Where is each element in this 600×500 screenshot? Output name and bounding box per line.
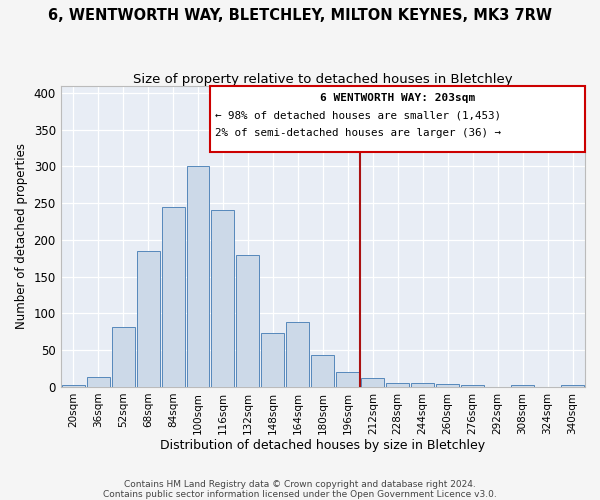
Bar: [112, 326, 134, 387]
Bar: [436, 384, 459, 387]
Text: 6, WENTWORTH WAY, BLETCHLEY, MILTON KEYNES, MK3 7RW: 6, WENTWORTH WAY, BLETCHLEY, MILTON KEYN…: [48, 8, 552, 22]
Bar: [511, 385, 534, 387]
Bar: [86, 378, 110, 387]
Text: Contains HM Land Registry data © Crown copyright and database right 2024.
Contai: Contains HM Land Registry data © Crown c…: [103, 480, 497, 499]
Bar: [236, 254, 259, 387]
Bar: [286, 322, 310, 387]
Bar: [311, 356, 334, 387]
Bar: [411, 384, 434, 387]
Bar: [361, 378, 384, 387]
Bar: [461, 386, 484, 387]
Title: Size of property relative to detached houses in Bletchley: Size of property relative to detached ho…: [133, 72, 512, 86]
X-axis label: Distribution of detached houses by size in Bletchley: Distribution of detached houses by size …: [160, 440, 485, 452]
Bar: [187, 166, 209, 387]
Bar: [161, 207, 185, 387]
Bar: [62, 385, 85, 387]
Bar: [561, 385, 584, 387]
Bar: [262, 334, 284, 387]
Text: ← 98% of detached houses are smaller (1,453): ← 98% of detached houses are smaller (1,…: [215, 110, 502, 120]
Bar: [211, 210, 235, 387]
Bar: [386, 382, 409, 387]
Text: 2% of semi-detached houses are larger (36) →: 2% of semi-detached houses are larger (3…: [215, 128, 502, 138]
Y-axis label: Number of detached properties: Number of detached properties: [15, 143, 28, 329]
Bar: [137, 251, 160, 387]
Bar: [211, 86, 585, 152]
Bar: [337, 372, 359, 387]
Text: 6 WENTWORTH WAY: 203sqm: 6 WENTWORTH WAY: 203sqm: [320, 94, 475, 104]
